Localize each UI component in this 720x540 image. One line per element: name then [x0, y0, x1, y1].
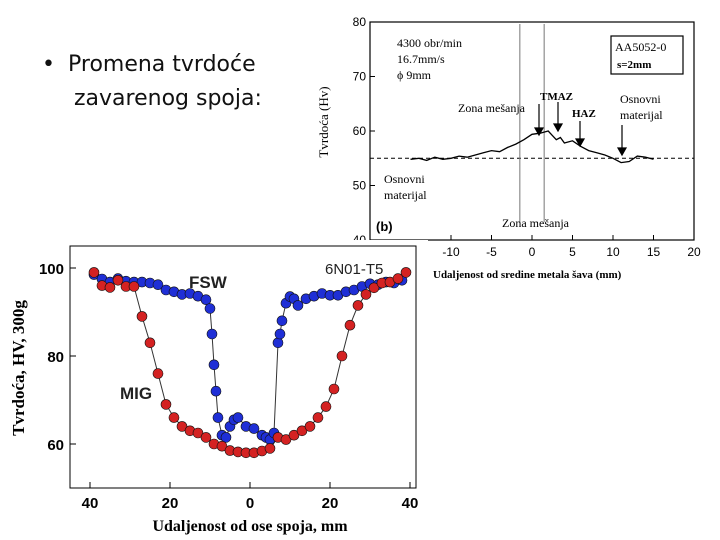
fsw-point: [272, 337, 284, 349]
fsw-point: [276, 315, 288, 327]
chart-bottom-x-tick-label: 20: [322, 495, 339, 512]
bullet-symbol: •: [42, 52, 55, 77]
alloy-box: [610, 35, 684, 75]
fsw-point: [292, 300, 304, 311]
mig-point: [296, 425, 308, 437]
mig-point: [192, 427, 204, 439]
mig-point: [168, 412, 180, 423]
fsw-point: [212, 412, 224, 423]
chart-bottom-frame: [69, 245, 417, 489]
fsw-point: [152, 279, 164, 291]
alloy-thickness: s=2mm: [617, 59, 651, 71]
mig-point: [336, 350, 348, 362]
alloy-name: AA5052-0: [615, 40, 666, 54]
label-zona-mesanja-top: Zona mešanja: [458, 101, 526, 115]
label-tmaz: TMAZ: [540, 91, 573, 103]
chart-top-x-ticks: -10 -5 0 5 10 15 20: [442, 235, 701, 259]
chart-top-x-tick-label: -5: [486, 245, 497, 259]
fsw-point: [200, 294, 212, 306]
chart-bottom-x-tick-label: 40: [402, 495, 419, 512]
mig-point: [176, 421, 188, 432]
mig-point: [368, 282, 380, 294]
mig-point: [160, 399, 172, 410]
annotation-arrows: [533, 102, 628, 157]
mig-point: [104, 282, 116, 293]
mig-point: [88, 267, 100, 278]
chart-bottom-alloy-label: 6N01-T5: [325, 261, 383, 278]
chart-top-ylabel: Tvrdoća (Hv): [316, 86, 331, 157]
arrow-osnovni-head: [616, 147, 628, 157]
mig-point: [320, 401, 332, 412]
fsw-point: [232, 412, 244, 423]
bullet-line-1-text: Promena tvrdoće: [68, 52, 256, 77]
chart-top-y-tick-label: 70: [353, 70, 367, 84]
chart-top-xlabel: Udaljenost od sredine metala šava (mm): [433, 269, 622, 281]
chart-top-x-tick-label: 0: [529, 245, 536, 259]
chart-bottom-y-ticks: 60 80 100: [39, 261, 76, 454]
mig-point: [352, 300, 364, 311]
bullet-text: • Promena tvrdoće zavarenog spoja:: [42, 48, 302, 116]
mig-point: [152, 368, 164, 379]
chart-top-y-tick-label: 80: [353, 15, 367, 29]
chart-top-y-tick-label: 50: [353, 179, 367, 193]
arrow-zona-mesanja-head: [533, 127, 545, 137]
chart-top-x-tick-label: 20: [687, 245, 701, 259]
chart-bottom-x-tick-label: 40: [82, 495, 99, 512]
label-osnovni-right-2: materijal: [620, 108, 663, 122]
mig-point: [344, 319, 356, 331]
mig-point: [128, 281, 140, 292]
chart-bottom-y-tick-label: 100: [39, 261, 64, 278]
chart-bottom-y-tick-label: 60: [47, 437, 64, 454]
param-speed: 16.7mm/s: [397, 52, 445, 66]
mig-series-points: [88, 267, 412, 459]
mig-point: [216, 440, 228, 452]
mig-point: [200, 432, 212, 443]
mig-point: [360, 289, 372, 300]
chart-bottom-x-ticks: 40 20 0 20 40: [82, 482, 419, 512]
mig-point: [136, 311, 148, 322]
fsw-point: [204, 303, 216, 314]
chart-bottom-xlabel: Udaljenost od ose spoja, mm: [152, 518, 348, 535]
fsw-point: [248, 423, 260, 434]
mig-point: [304, 421, 316, 432]
param-diameter: ϕ 9mm: [397, 68, 432, 82]
fsw-point: [210, 385, 222, 397]
bullet-line-2: zavarenog spoja:: [74, 86, 262, 111]
label-osnovni-left-1: Osnovni: [384, 172, 425, 186]
mig-point: [392, 273, 404, 284]
bullet-line-1: • Promena tvrdoće: [42, 48, 302, 82]
label-zona-mesanja-bottom: Zona mešanja: [502, 216, 570, 230]
fsw-point: [220, 432, 232, 443]
fsw-point: [206, 328, 218, 340]
param-rpm: 4300 obr/min: [397, 36, 462, 50]
mig-point: [264, 443, 276, 454]
mig-point: [144, 337, 156, 349]
mig-point: [112, 274, 124, 286]
chart-top-x-tick-label: -10: [442, 245, 460, 259]
label-haz: HAZ: [572, 108, 596, 120]
label-osnovni-right-1: Osnovni: [620, 92, 661, 106]
chart-top-x-tick-label: 15: [647, 245, 661, 259]
mig-point: [280, 434, 292, 445]
panel-label: (b): [376, 219, 393, 234]
mig-point: [288, 429, 300, 441]
chart-top-y-tick-label: 60: [353, 124, 367, 138]
mig-point: [400, 267, 412, 278]
arrow-haz-head: [574, 138, 586, 148]
chart-bottom-x-tick-label: 20: [162, 495, 179, 512]
mig-point: [328, 383, 340, 395]
label-osnovni-left-2: materijal: [384, 188, 427, 202]
chart-bottom-ylabel: Tvrdoća, HV, 300g: [9, 300, 28, 436]
mig-series-label: MIG: [120, 384, 152, 403]
fsw-point: [208, 359, 220, 371]
arrow-tmaz-head: [552, 123, 564, 133]
mig-point: [312, 412, 324, 423]
chart-top-x-tick-label: 5: [569, 245, 576, 259]
chart-bottom-x-tick-label: 0: [246, 495, 254, 512]
chart-top-x-tick-label: 10: [606, 245, 620, 259]
chart-bottom-y-tick-label: 80: [47, 349, 64, 366]
fsw-point: [274, 328, 286, 340]
fsw-series-label: FSW: [189, 273, 228, 292]
